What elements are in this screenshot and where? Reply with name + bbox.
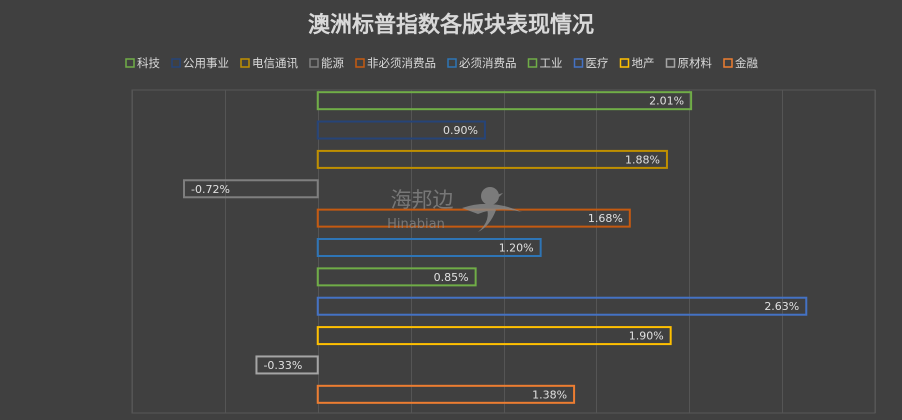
legend-label: 电信通讯 (252, 56, 298, 70)
legend-item: 能源 (309, 56, 344, 70)
bar (255, 355, 319, 375)
legend-item: 工业 (527, 56, 563, 70)
data-label: -0.33% (263, 359, 302, 372)
legend-label: 非必须消费品 (367, 56, 436, 70)
plot-area: 2.01% 0.90% 1.88% -0.72% 1.68% 1.20% 0.85% 2.63… (131, 89, 876, 414)
legend-swatch (125, 58, 135, 68)
bar (183, 179, 319, 199)
data-label: 1.38% (532, 388, 567, 401)
watermark-logo: 海邦边 Hinabian (387, 187, 522, 232)
data-label: 1.88% (625, 153, 660, 166)
bar (316, 296, 808, 316)
data-label: 1.68% (588, 212, 623, 225)
legend-item: 地产 (619, 56, 655, 70)
legend-label: 能源 (321, 56, 344, 70)
bar (316, 120, 486, 140)
legend-item: 原材料 (665, 56, 713, 70)
bar-group: 1.88% (316, 149, 668, 169)
legend: 科技 公用事业 电信通讯 能源 非必须消费品 必须消费品 工业 医疗 地产 原材料 金融 (125, 56, 758, 70)
legend-item: 医疗 (573, 56, 609, 70)
legend-swatch (573, 58, 584, 68)
data-label: 0.85% (434, 271, 469, 284)
legend-label: 地产 (632, 56, 655, 70)
legend-item: 电信通讯 (240, 56, 298, 70)
data-label: -0.72% (191, 183, 230, 196)
data-label: 2.01% (649, 95, 684, 108)
watermark-chinese: 海邦边 (391, 188, 454, 212)
legend-swatch (527, 58, 538, 68)
legend-item: 必须消费品 (447, 56, 517, 70)
bar-group: -0.33% (255, 355, 319, 375)
bar-group: 2.01% (316, 91, 693, 111)
legend-swatch (723, 58, 733, 68)
legend-label: 工业 (540, 56, 563, 70)
legend-label: 金融 (735, 56, 758, 70)
bird-icon (462, 187, 522, 232)
bar-group: 1.20% (316, 238, 542, 257)
legend-item: 非必须消费品 (355, 56, 436, 70)
bar-group: 1.90% (316, 326, 672, 346)
watermark-english: Hinabian (387, 217, 445, 232)
legend-label: 医疗 (586, 56, 609, 70)
bar (316, 238, 542, 257)
legend-item: 公用事业 (171, 56, 229, 70)
legend-swatch (240, 58, 250, 68)
legend-swatch (355, 58, 365, 68)
legend-swatch (665, 58, 676, 68)
legend-swatch (171, 58, 181, 68)
legend-label: 必须消费品 (459, 56, 517, 70)
legend-label: 原材料 (678, 56, 713, 70)
bar-group: 0.85% (316, 267, 477, 287)
bar-group: 1.38% (316, 384, 576, 404)
legend-swatch (619, 58, 630, 68)
legend-label: 公用事业 (183, 56, 229, 70)
bar-group: 2.63% (316, 296, 808, 316)
legend-swatch (309, 58, 319, 68)
legend-swatch (447, 58, 457, 68)
bar (316, 91, 693, 111)
data-label: 1.20% (499, 242, 534, 255)
bar-group: -0.72% (183, 179, 319, 199)
bar (316, 149, 668, 169)
legend-label: 科技 (137, 56, 160, 70)
legend-item: 科技 (125, 56, 160, 70)
data-label: 0.90% (443, 124, 478, 137)
data-label: 2.63% (764, 300, 799, 313)
bar-group: 0.90% (316, 120, 486, 140)
legend-item: 金融 (723, 56, 758, 70)
bar (316, 384, 576, 404)
bar (316, 326, 672, 346)
data-label: 1.90% (629, 330, 664, 343)
bar (316, 267, 477, 287)
chart-title: 澳洲标普指数各版块表现情况 (308, 12, 594, 38)
